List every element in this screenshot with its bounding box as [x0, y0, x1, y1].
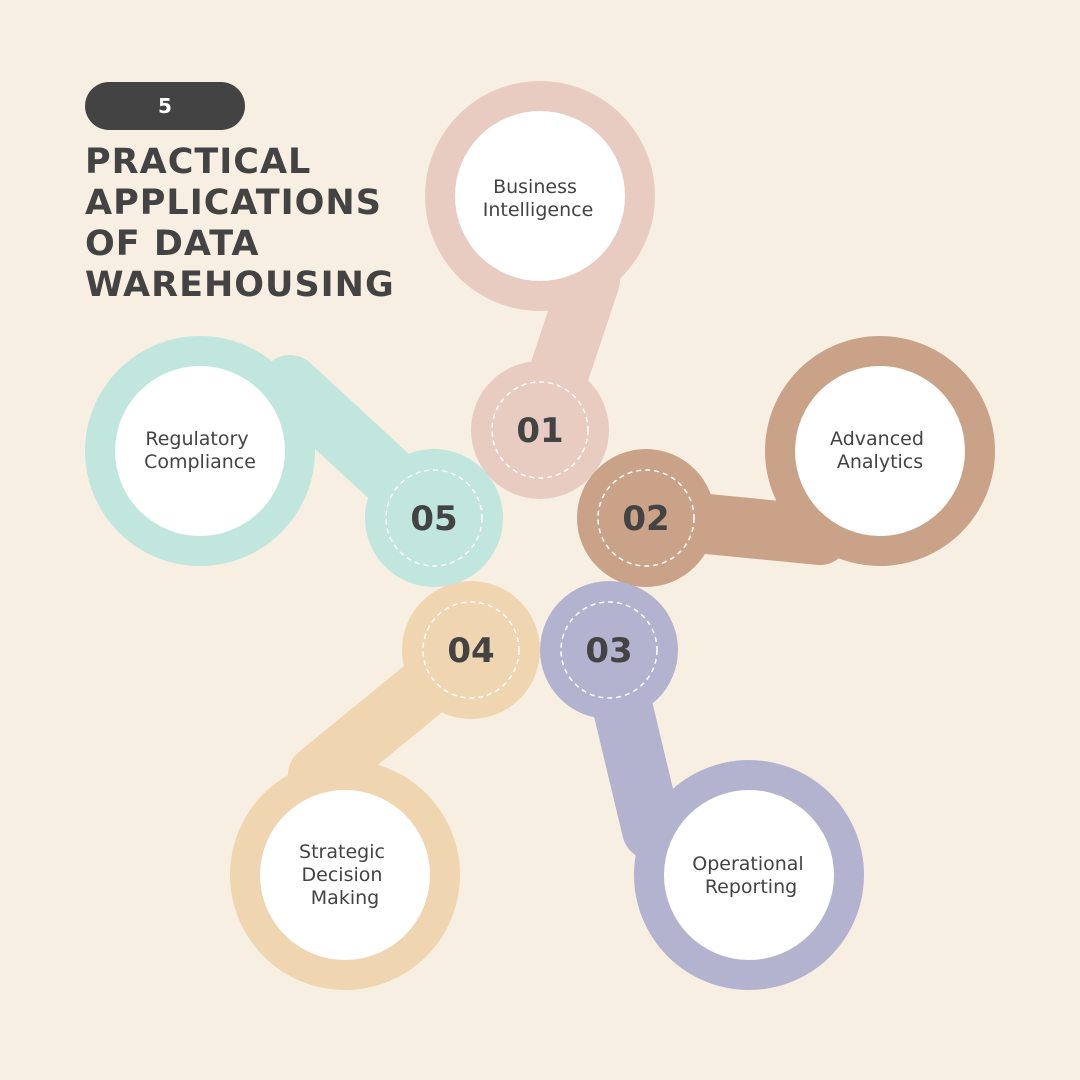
item-label-04: Strategic Decision Making [299, 841, 391, 909]
hub-04 [402, 581, 540, 719]
item-label-line: Regulatory [145, 428, 248, 450]
item-02: 02 Advanced Analytics [577, 336, 995, 587]
inner-disc-02 [795, 366, 965, 536]
item-label-02: Advanced Analytics [830, 428, 930, 473]
inner-disc-01 [455, 111, 625, 281]
item-label-line: Reporting [705, 876, 797, 898]
item-label-01: Business Intelligence [483, 176, 594, 221]
item-label-line: Decision [302, 864, 383, 886]
title-line: WAREHOUSING [85, 265, 395, 305]
item-label-line: Strategic [299, 841, 385, 863]
item-number-02: 02 [622, 499, 669, 539]
page-title: PRACTICAL APPLICATIONS OF DATA WAREHOUSI… [85, 142, 395, 306]
inner-disc-05 [115, 366, 285, 536]
dashed-ring-05 [385, 469, 483, 567]
item-01: 01 Business Intelligence [425, 81, 655, 499]
hub-05 [365, 449, 503, 587]
item-label-line: Making [311, 887, 379, 909]
dashed-ring-03 [560, 601, 658, 699]
item-number-04: 04 [447, 631, 494, 671]
item-label-line: Compliance [144, 451, 256, 473]
hub-01 [471, 361, 609, 499]
item-label-line: Intelligence [483, 199, 594, 221]
item-label-05: Regulatory Compliance [144, 428, 256, 473]
item-04: 04 Strategic Decision Making [230, 581, 540, 990]
item-label-line: Operational [692, 853, 803, 875]
item-number-03: 03 [585, 631, 632, 671]
item-label-03: Operational Reporting [692, 853, 810, 898]
inner-disc-03 [664, 790, 834, 960]
inner-disc-04 [260, 790, 430, 960]
title-line: APPLICATIONS [85, 183, 382, 223]
item-label-line: Analytics [837, 451, 923, 473]
count-badge: 5 [85, 82, 245, 130]
item-label-line: Business [493, 176, 577, 198]
title-line: OF DATA [85, 224, 260, 264]
title-line: PRACTICAL [85, 142, 312, 182]
item-number-05: 05 [410, 499, 457, 539]
hub-02 [577, 449, 715, 587]
dashed-ring-01 [491, 381, 589, 479]
item-number-01: 01 [516, 411, 563, 451]
dashed-ring-02 [597, 469, 695, 567]
item-03: 03 Operational Reporting [540, 581, 864, 990]
hub-03 [540, 581, 678, 719]
item-label-line: Advanced [830, 428, 924, 450]
dashed-ring-04 [422, 601, 520, 699]
item-05: 05 Regulatory Compliance [85, 336, 503, 587]
